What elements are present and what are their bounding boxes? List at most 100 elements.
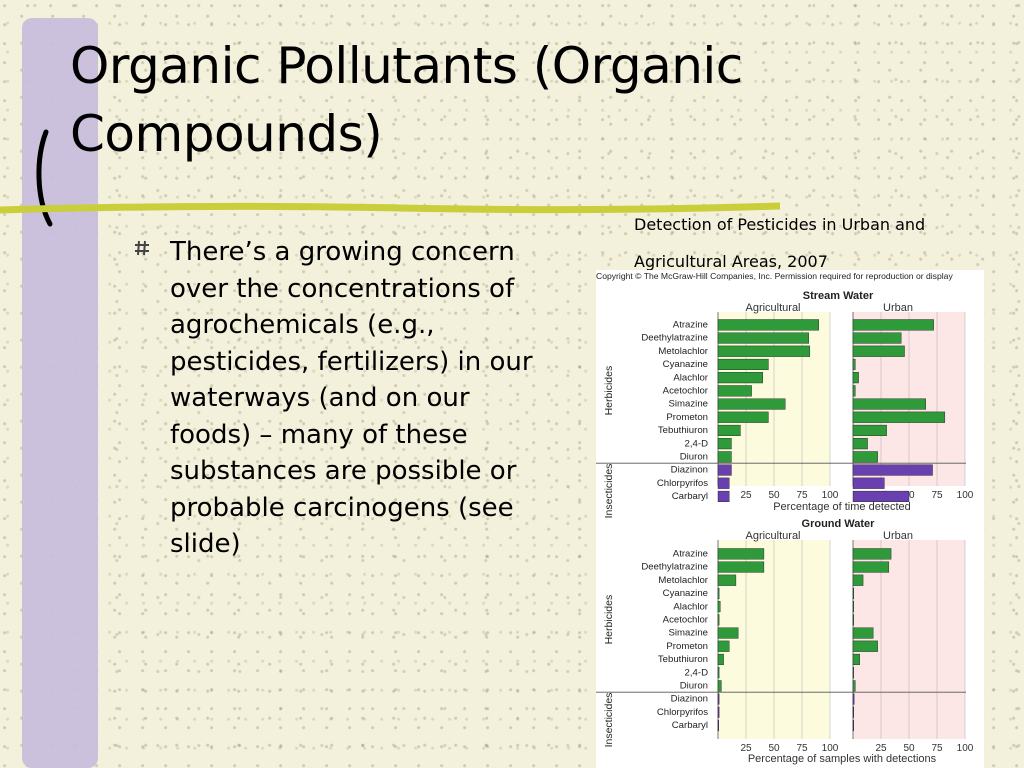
bar xyxy=(717,490,730,503)
caption-line-2: Agricultural Areas, 2007 xyxy=(634,252,828,271)
bar xyxy=(852,601,855,613)
x-tick-label: 75 xyxy=(796,490,808,501)
bar xyxy=(852,719,855,732)
bar xyxy=(852,680,856,692)
x-tick-label: 25 xyxy=(740,490,752,501)
bar xyxy=(717,345,811,357)
slide-title: Organic Pollutants (Organic Compounds) xyxy=(70,37,743,163)
category-label: Deethylatrazine xyxy=(641,562,708,573)
bar xyxy=(717,548,765,560)
x-tick-label: 100 xyxy=(822,490,839,501)
bar xyxy=(717,411,769,423)
bar xyxy=(852,548,892,560)
category-label: Tebuthiuron xyxy=(658,654,708,665)
category-label: Chlorpyrifos xyxy=(657,478,708,489)
x-tick-label: 100 xyxy=(822,743,839,754)
bar xyxy=(717,574,737,586)
group-label: Herbicides xyxy=(603,366,615,416)
bar xyxy=(852,627,874,639)
bar xyxy=(852,640,878,652)
x-tick-label: 75 xyxy=(931,490,943,501)
bar xyxy=(852,693,855,705)
bar xyxy=(717,667,720,679)
x-tick-label: 25 xyxy=(875,743,887,754)
category-label: Diuron xyxy=(680,452,708,463)
group-label: Insecticides xyxy=(603,693,615,748)
bar xyxy=(852,372,859,384)
bar xyxy=(852,319,934,331)
bar xyxy=(717,719,720,732)
x-axis-label: Percentage of samples with detections xyxy=(748,753,937,765)
caption-line-1: Detection of Pesticides in Urban and xyxy=(634,215,926,234)
bar xyxy=(717,332,809,344)
bar xyxy=(717,680,722,692)
category-label: Deethylatrazine xyxy=(641,333,708,344)
category-label: Acetochlor xyxy=(663,386,709,397)
x-tick-label: 50 xyxy=(903,743,915,754)
category-label: Atrazine xyxy=(673,549,708,560)
bar xyxy=(852,614,855,626)
bullet-item: There’s a growing concern over the conce… xyxy=(134,234,554,563)
category-label: Simazine xyxy=(669,628,708,639)
bar xyxy=(852,358,856,370)
bar xyxy=(852,411,946,423)
category-label: Diazinon xyxy=(671,465,708,476)
x-axis-label: Percentage of time detected xyxy=(773,501,911,513)
panel-title: Stream Water xyxy=(803,290,874,302)
decorative-lavender-bar xyxy=(22,18,98,768)
bar xyxy=(852,438,868,450)
bar xyxy=(852,490,910,503)
bar xyxy=(717,464,732,476)
series-label: Urban xyxy=(883,302,913,314)
bar xyxy=(852,653,860,666)
bar xyxy=(717,706,720,718)
figure-caption: Detection of Pesticides in Urban and Agr… xyxy=(634,206,1014,280)
category-label: 2,4-D xyxy=(685,667,709,678)
bar xyxy=(717,398,786,410)
bar xyxy=(717,601,721,613)
category-label: Chlorpyrifos xyxy=(657,707,708,718)
bar xyxy=(717,385,752,397)
x-tick-label: 100 xyxy=(957,490,974,501)
chart-figure: Copyright © The McGraw-Hill Companies, I… xyxy=(596,270,984,768)
bar xyxy=(852,332,902,344)
group-label: Herbicides xyxy=(603,595,615,645)
bar xyxy=(717,693,720,705)
group-label: Insecticides xyxy=(603,464,615,519)
category-label: Prometon xyxy=(666,641,708,652)
bar xyxy=(717,372,763,384)
bar xyxy=(852,424,887,437)
x-tick-label: 75 xyxy=(796,743,808,754)
bar xyxy=(852,477,885,489)
bar xyxy=(852,667,855,679)
bar xyxy=(852,464,933,476)
category-label: Metolachlor xyxy=(658,346,708,357)
category-label: Alachlor xyxy=(673,601,708,612)
bar xyxy=(852,345,905,357)
category-label: Tebuthiuron xyxy=(658,425,708,436)
pesticide-chart: Stream WaterAgricultural255075100Urban25… xyxy=(596,290,974,765)
bar xyxy=(717,561,765,573)
category-label: Simazine xyxy=(669,399,708,410)
category-label: Atrazine xyxy=(673,320,708,331)
bar xyxy=(852,706,855,718)
series-label: Agricultural xyxy=(745,530,800,542)
bracket-ornament xyxy=(36,129,53,227)
x-tick-label: 50 xyxy=(768,743,780,754)
bar xyxy=(717,640,730,652)
bar xyxy=(852,587,855,600)
bar xyxy=(717,438,732,450)
bar xyxy=(717,587,720,600)
category-label: Diuron xyxy=(680,681,708,692)
category-label: Prometon xyxy=(666,412,708,423)
bar xyxy=(717,319,820,331)
series-label: Agricultural xyxy=(745,302,800,314)
bar xyxy=(852,385,856,397)
copyright-notice: Copyright © The McGraw-Hill Companies, I… xyxy=(596,271,953,281)
category-label: Carbaryl xyxy=(672,720,708,731)
category-label: Metolachlor xyxy=(658,575,708,586)
category-label: Diazinon xyxy=(671,694,708,705)
bar xyxy=(852,574,864,586)
bar xyxy=(717,451,732,463)
bar xyxy=(717,358,769,370)
